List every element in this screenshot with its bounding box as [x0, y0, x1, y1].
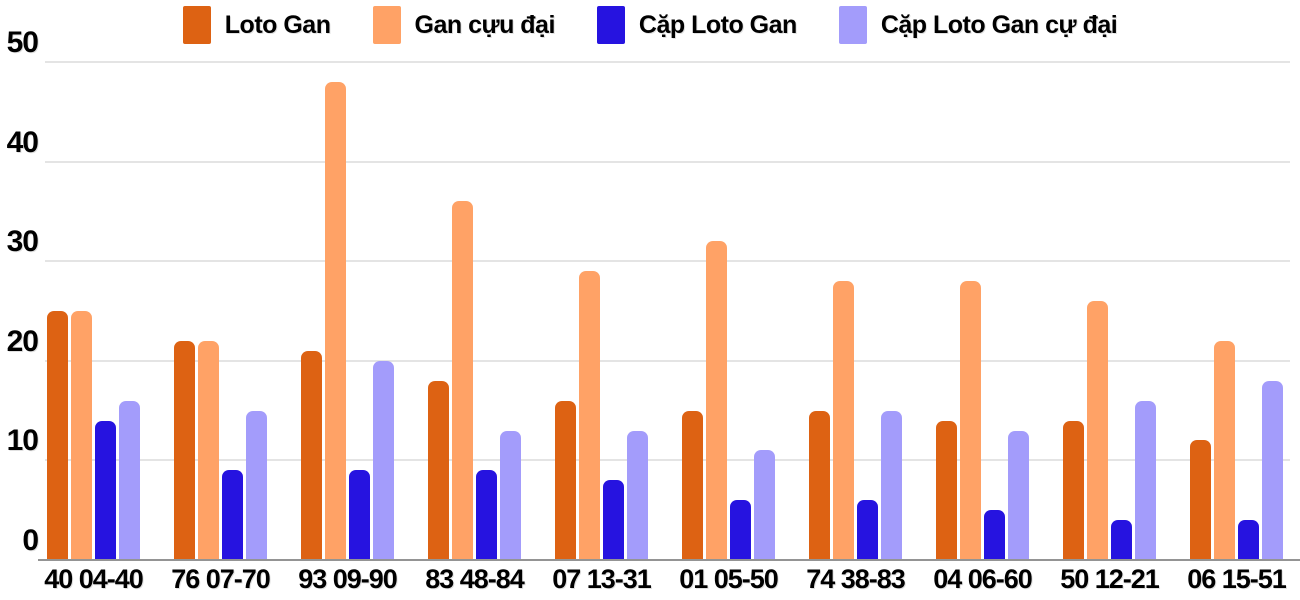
bar-cặp-loto-gan-cự-đại[interactable]: [1135, 400, 1156, 560]
bar-gan-cựu-đại[interactable]: [833, 281, 854, 560]
legend-label: Cặp Loto Gan cự đại: [880, 10, 1118, 39]
bar-cặp-loto-gan[interactable]: [1111, 520, 1132, 560]
bar-cặp-loto-gan[interactable]: [476, 470, 497, 560]
x-tick-label: 93 09-90: [298, 564, 398, 594]
x-axis-line: [38, 559, 1300, 561]
bar-gan-cựu-đại[interactable]: [1087, 301, 1108, 560]
bar-cặp-loto-gan-cự-đại[interactable]: [246, 410, 267, 560]
chart-legend: Loto Gan Gan cựu đại Cặp Loto Gan Cặp Lo…: [0, 6, 1300, 44]
y-tick-label: 20: [6, 324, 39, 358]
bar-gan-cựu-đại[interactable]: [706, 241, 727, 560]
bar-group-04-06-60: [919, 62, 1046, 560]
bar-gan-cựu-đại[interactable]: [198, 340, 219, 560]
bar-cặp-loto-gan[interactable]: [349, 470, 370, 560]
bar-cặp-loto-gan[interactable]: [603, 480, 624, 560]
y-tick-label: 30: [6, 225, 39, 259]
bar-loto-gan[interactable]: [682, 410, 703, 560]
x-tick-label: 07 13-31: [552, 564, 652, 594]
legend-item-cap-loto-gan[interactable]: Cặp Loto Gan: [596, 6, 797, 44]
gridline-40: [45, 160, 1290, 163]
bar-cặp-loto-gan-cự-đại[interactable]: [627, 430, 648, 560]
bar-gan-cựu-đại[interactable]: [1214, 340, 1235, 560]
bar-group-93-09-90: [284, 62, 411, 560]
x-tick-label: 40 04-40: [44, 564, 144, 594]
bar-gan-cựu-đại[interactable]: [452, 201, 473, 560]
bar-cặp-loto-gan-cự-đại[interactable]: [500, 430, 521, 560]
plot-area: [30, 62, 1300, 560]
y-axis: 0 10 20 30 40 50: [0, 26, 39, 560]
legend-item-loto-gan[interactable]: Loto Gan: [182, 6, 331, 44]
bar-loto-gan[interactable]: [174, 340, 195, 560]
bar-group-06-15-51: [1173, 62, 1300, 560]
legend-swatch-icon: [838, 6, 867, 44]
bar-cặp-loto-gan[interactable]: [857, 500, 878, 560]
bar-gan-cựu-đại[interactable]: [960, 281, 981, 560]
bar-group-50-12-21: [1046, 62, 1173, 560]
bar-cặp-loto-gan-cự-đại[interactable]: [119, 400, 140, 560]
bar-group-83-48-84: [411, 62, 538, 560]
legend-swatch-icon: [182, 6, 211, 44]
legend-item-gan-cuu-dai[interactable]: Gan cựu đại: [372, 6, 556, 44]
legend-label: Cặp Loto Gan: [638, 10, 797, 39]
bar-cặp-loto-gan[interactable]: [730, 500, 751, 560]
bar-gan-cựu-đại[interactable]: [579, 271, 600, 560]
bar-cặp-loto-gan-cự-đại[interactable]: [1262, 380, 1283, 560]
x-tick-label: 04 06-60: [933, 564, 1033, 594]
x-tick-label: 74 38-83: [806, 564, 906, 594]
bar-cặp-loto-gan-cự-đại[interactable]: [373, 360, 394, 560]
bar-loto-gan[interactable]: [1190, 440, 1211, 560]
bar-group-01-05-50: [665, 62, 792, 560]
y-tick-label: 10: [6, 424, 39, 458]
x-tick-label: 01 05-50: [679, 564, 779, 594]
legend-swatch-icon: [372, 6, 401, 44]
bar-cặp-loto-gan-cự-đại[interactable]: [881, 410, 902, 560]
legend-label: Loto Gan: [224, 10, 331, 39]
bar-group-07-13-31: [538, 62, 665, 560]
gridline-20: [45, 359, 1290, 362]
bar-loto-gan[interactable]: [555, 400, 576, 560]
bar-loto-gan[interactable]: [47, 311, 68, 560]
bar-group-40-04-40: [30, 62, 157, 560]
bar-cặp-loto-gan[interactable]: [95, 420, 116, 560]
x-tick-label: 50 12-21: [1060, 564, 1160, 594]
plot-gridlines: [45, 61, 1290, 560]
bar-loto-gan[interactable]: [809, 410, 830, 560]
y-tick-label: 0: [22, 524, 39, 557]
y-tick-label: 50: [6, 26, 39, 59]
bar-loto-gan[interactable]: [1063, 420, 1084, 560]
bar-gan-cựu-đại[interactable]: [71, 311, 92, 560]
legend-label: Gan cựu đại: [414, 10, 556, 39]
bar-loto-gan[interactable]: [301, 350, 322, 560]
gridline-30: [45, 260, 1290, 263]
y-tick-label: 40: [6, 125, 39, 159]
x-tick-label: 83 48-84: [425, 564, 525, 594]
x-tick-label: 76 07-70: [171, 564, 271, 594]
bar-cặp-loto-gan[interactable]: [222, 470, 243, 560]
bar-cặp-loto-gan-cự-đại[interactable]: [1008, 430, 1029, 560]
bar-loto-gan[interactable]: [936, 420, 957, 560]
gridline-10: [45, 459, 1290, 462]
bar-loto-gan[interactable]: [428, 380, 449, 560]
bar-gan-cựu-đại[interactable]: [325, 81, 346, 560]
bar-cặp-loto-gan[interactable]: [984, 510, 1005, 560]
x-axis: 40 04-40 76 07-70 93 09-90 83 48-84 07 13-31…: [30, 564, 1300, 595]
bar-group-74-38-83: [792, 62, 919, 560]
bar-cặp-loto-gan[interactable]: [1238, 520, 1259, 560]
gridline-50: [45, 61, 1290, 63]
legend-item-cap-loto-gan-cu-dai[interactable]: Cặp Loto Gan cự đại: [838, 6, 1118, 44]
bar-cặp-loto-gan-cự-đại[interactable]: [754, 450, 775, 560]
bar-group-76-07-70: [157, 62, 284, 560]
x-tick-label: 06 15-51: [1187, 564, 1287, 594]
legend-swatch-icon: [596, 6, 625, 44]
